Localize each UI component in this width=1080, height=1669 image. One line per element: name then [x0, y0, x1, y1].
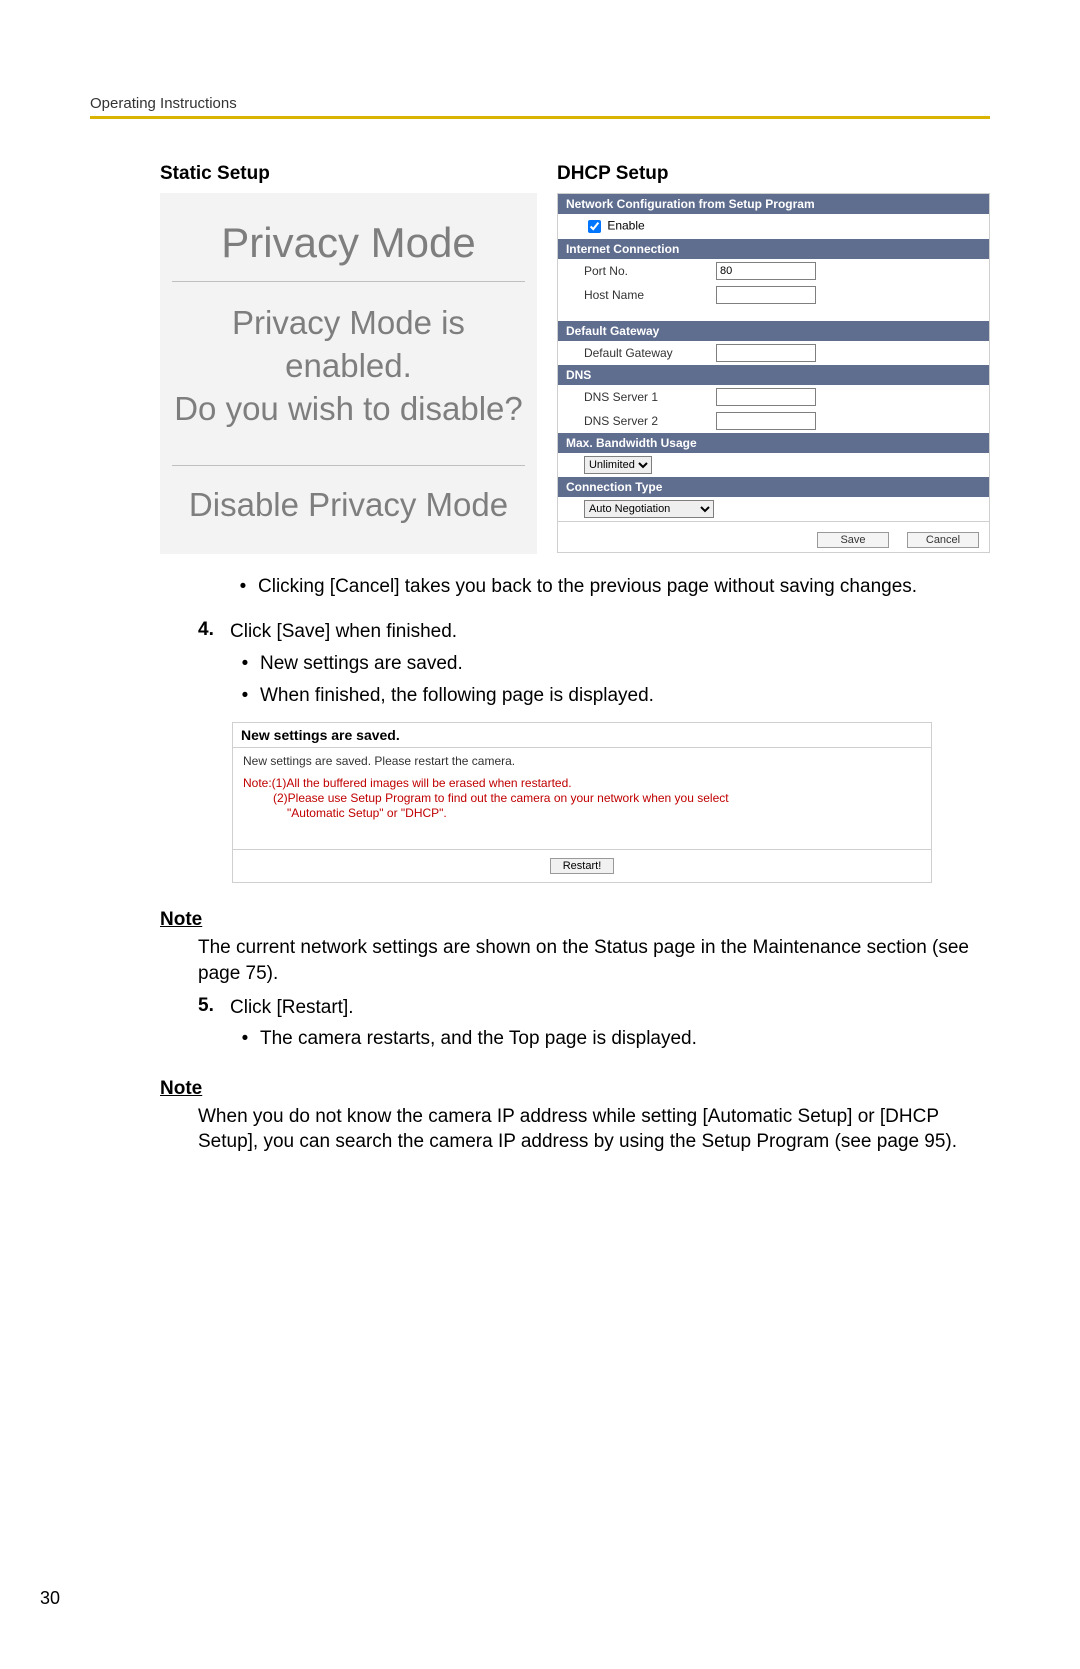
- step-5-number: 5.: [198, 995, 230, 1052]
- dns1-label: DNS Server 1: [566, 390, 716, 404]
- port-no-input[interactable]: [716, 262, 816, 280]
- saved-note-2a: (2)Please use Setup Program to find out …: [243, 791, 921, 806]
- dhcp-setup-heading: DHCP Setup: [557, 163, 990, 185]
- bullet-icon: •: [228, 574, 258, 600]
- note-1-text: The current network settings are shown o…: [198, 935, 990, 986]
- note-2-text: When you do not know the camera IP addre…: [198, 1104, 990, 1155]
- port-no-label: Port No.: [566, 264, 716, 278]
- static-setup-panel: Privacy Mode Privacy Mode is enabled. Do…: [160, 193, 537, 554]
- default-gateway-label: Default Gateway: [566, 346, 716, 360]
- step-5-text: Click [Restart].: [230, 995, 990, 1021]
- enable-checkbox[interactable]: Enable: [584, 217, 645, 236]
- bandwidth-select[interactable]: Unlimited: [584, 456, 652, 474]
- static-setup-heading: Static Setup: [160, 163, 537, 185]
- dns2-label: DNS Server 2: [566, 414, 716, 428]
- step-4-number: 4.: [198, 619, 230, 708]
- connection-type-select[interactable]: Auto Negotiation: [584, 500, 714, 518]
- dns2-input[interactable]: [716, 412, 816, 430]
- page-header: Operating Instructions: [90, 95, 990, 112]
- divider: [172, 465, 525, 466]
- default-gateway-input[interactable]: [716, 344, 816, 362]
- bandwidth-header: Max. Bandwidth Usage: [558, 433, 989, 453]
- step-4-text: Click [Save] when finished.: [230, 619, 990, 645]
- restart-button[interactable]: Restart!: [550, 858, 615, 874]
- enable-label: Enable: [607, 219, 644, 233]
- saved-message: New settings are saved. Please restart t…: [243, 754, 921, 768]
- privacy-mode-title: Privacy Mode: [172, 203, 525, 277]
- header-rule: [90, 116, 990, 119]
- privacy-enabled-text: Privacy Mode is enabled.: [172, 302, 525, 388]
- note-heading-2: Note: [160, 1078, 990, 1100]
- step-4-b2: When finished, the following page is dis…: [260, 683, 654, 709]
- dns-header: DNS: [558, 365, 989, 385]
- bullet-icon: •: [230, 651, 260, 677]
- connection-type-header: Connection Type: [558, 477, 989, 497]
- host-name-input[interactable]: [716, 286, 816, 304]
- cancel-button[interactable]: Cancel: [907, 532, 979, 548]
- privacy-disable-question: Do you wish to disable?: [172, 388, 525, 431]
- bullet-icon: •: [230, 683, 260, 709]
- page-number: 30: [40, 1588, 60, 1609]
- default-gateway-header: Default Gateway: [558, 321, 989, 341]
- dns1-input[interactable]: [716, 388, 816, 406]
- step-5-b1: The camera restarts, and the Top page is…: [260, 1026, 697, 1052]
- step-4-b1: New settings are saved.: [260, 651, 463, 677]
- disable-privacy-link[interactable]: Disable Privacy Mode: [172, 486, 525, 524]
- save-button[interactable]: Save: [817, 532, 889, 548]
- dhcp-setup-panel: Network Configuration from Setup Program…: [557, 193, 990, 553]
- note-heading-1: Note: [160, 909, 990, 931]
- saved-note-2b: "Automatic Setup" or "DHCP".: [243, 806, 921, 821]
- host-name-label: Host Name: [566, 288, 716, 302]
- network-config-header: Network Configuration from Setup Program: [558, 194, 989, 214]
- saved-note-1: Note:(1)All the buffered images will be …: [243, 776, 921, 791]
- internet-connection-header: Internet Connection: [558, 239, 989, 259]
- saved-settings-panel: New settings are saved. New settings are…: [232, 722, 932, 883]
- cancel-help-text: Clicking [Cancel] takes you back to the …: [258, 574, 917, 600]
- divider: [172, 281, 525, 282]
- saved-title: New settings are saved.: [233, 723, 931, 748]
- bullet-icon: •: [230, 1026, 260, 1052]
